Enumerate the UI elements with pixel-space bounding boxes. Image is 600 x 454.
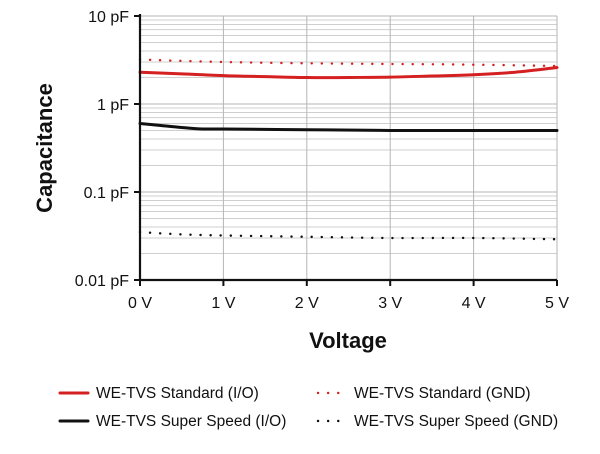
legend: WE-TVS Standard (I/O) WE-TVS Super Speed …: [58, 385, 558, 430]
x-tick-label: 5 V: [545, 295, 569, 312]
x-tick-label: 1 V: [211, 295, 235, 312]
x-tick-label: 3 V: [378, 295, 402, 312]
legend-item: WE-TVS Super Speed (GND): [316, 413, 558, 430]
legend-item: WE-TVS Super Speed (I/O): [58, 413, 286, 430]
x-tick-label: 2 V: [295, 295, 319, 312]
legend-label: WE-TVS Standard (GND): [354, 385, 531, 402]
grid-lines: [140, 15, 558, 281]
series-line-we-tvs-super-speed-i-o: [138, 122, 559, 133]
x-tick-label: 4 V: [462, 295, 486, 312]
legend-label: WE-TVS Super Speed (I/O): [96, 413, 286, 430]
y-tick-label: 1 pF: [97, 97, 129, 114]
axes: [138, 14, 557, 282]
y-tick-label: 10 pF: [88, 9, 129, 26]
x-tick-label: 0 V: [128, 295, 152, 312]
legend-label: WE-TVS Standard (I/O): [96, 385, 259, 402]
y-tick-label: 0.1 pF: [84, 185, 130, 202]
legend-item: WE-TVS Standard (GND): [316, 385, 531, 402]
y-tick-label: 0.01 pF: [75, 273, 129, 290]
x-axis-title: Voltage: [309, 328, 387, 353]
data-series: [138, 58, 559, 241]
series-line-we-tvs-standard-gnd: [138, 58, 559, 68]
series-line-we-tvs-super-speed-gnd: [138, 230, 559, 241]
legend-item: WE-TVS Standard (I/O): [58, 385, 259, 402]
y-axis-title: Capacitance: [32, 83, 57, 213]
tick-labels: 0.01 pF 0.1 pF 1 pF 10 pF 0 V 1 V 2 V 3 V 4 V 5 V: [75, 9, 570, 312]
series-line-we-tvs-standard-i-o: [138, 66, 559, 80]
legend-label: WE-TVS Super Speed (GND): [354, 413, 558, 430]
